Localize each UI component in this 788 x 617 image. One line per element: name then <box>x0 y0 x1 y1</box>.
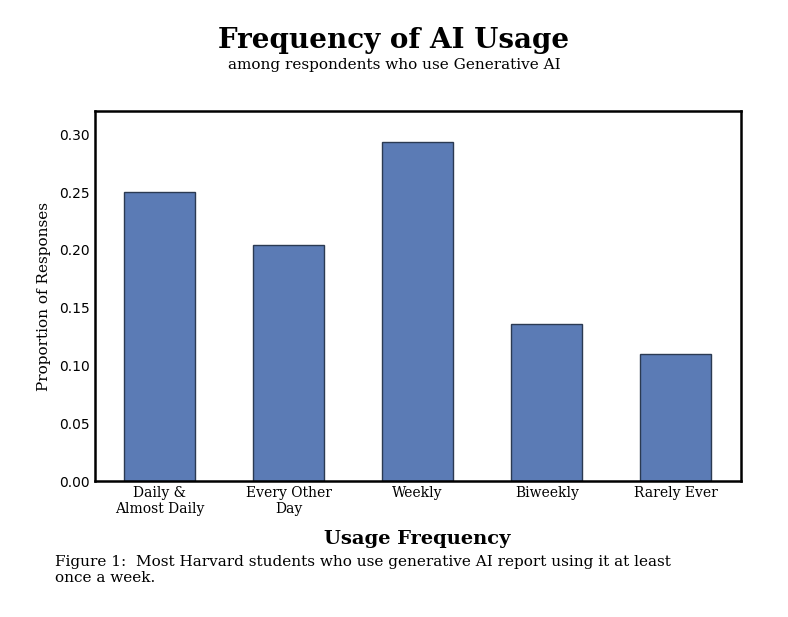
Text: among respondents who use Generative AI: among respondents who use Generative AI <box>228 58 560 72</box>
Bar <box>511 324 582 481</box>
Bar <box>253 245 324 481</box>
X-axis label: Usage Frequency: Usage Frequency <box>325 530 511 549</box>
Text: Frequency of AI Usage: Frequency of AI Usage <box>218 27 570 54</box>
Bar <box>641 354 712 481</box>
Text: Figure 1:  Most Harvard students who use generative AI report using it at least
: Figure 1: Most Harvard students who use … <box>55 555 671 586</box>
Bar <box>382 143 453 481</box>
Y-axis label: Proportion of Responses: Proportion of Responses <box>36 202 50 391</box>
Bar <box>124 192 195 481</box>
